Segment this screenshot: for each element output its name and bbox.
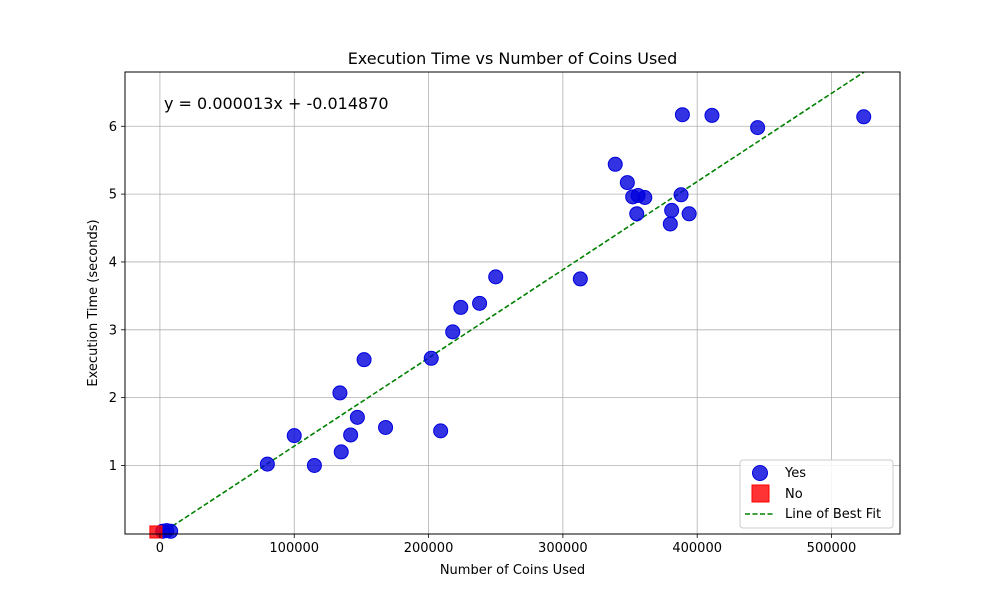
- data-point-yes: [259, 456, 275, 472]
- y-tick-label: 4: [109, 255, 117, 270]
- legend-marker-yes: [752, 465, 768, 481]
- plot-area: [149, 71, 872, 539]
- equation-annotation: y = 0.000013x + -0.014870: [164, 94, 389, 113]
- legend-label-fit-line: Line of Best Fit: [785, 507, 881, 522]
- data-point-yes: [619, 175, 635, 191]
- data-point-yes: [662, 216, 678, 232]
- data-point-yes: [488, 269, 504, 285]
- y-tick-label: 1: [109, 459, 117, 474]
- data-point-yes: [343, 427, 359, 443]
- x-axis-title: Number of Coins Used: [440, 563, 585, 578]
- data-point-yes: [673, 187, 689, 203]
- data-point-yes: [572, 271, 588, 287]
- x-tick-label: 400000: [672, 541, 722, 556]
- data-point-yes: [629, 206, 645, 222]
- x-tick-label: 500000: [807, 541, 857, 556]
- data-point-yes: [750, 120, 766, 136]
- legend-label-yes: Yes: [784, 466, 806, 481]
- data-point-yes: [607, 156, 623, 172]
- data-point-yes: [704, 107, 720, 123]
- y-axis-title: Execution Time (seconds): [86, 219, 101, 386]
- data-point-yes: [445, 324, 461, 340]
- fit-line: [159, 71, 865, 535]
- data-point-yes: [378, 419, 394, 435]
- data-point-yes: [664, 202, 680, 218]
- x-tick-label: 300000: [538, 541, 588, 556]
- data-point-yes: [856, 109, 872, 125]
- x-tick-label: 100000: [269, 541, 319, 556]
- data-point-yes: [681, 206, 697, 222]
- y-tick-label: 5: [109, 188, 117, 203]
- x-tick-label: 0: [156, 541, 164, 556]
- data-point-yes: [333, 444, 349, 460]
- data-point-yes: [306, 457, 322, 473]
- x-tick-label: 200000: [404, 541, 454, 556]
- legend: Yes No Line of Best Fit: [739, 459, 894, 529]
- legend-marker-no: [751, 484, 770, 503]
- y-tick-label: 6: [109, 120, 117, 135]
- plot-frame: [124, 71, 901, 535]
- data-point-yes: [453, 299, 469, 315]
- chart-title: Execution Time vs Number of Coins Used: [348, 49, 678, 68]
- data-point-yes: [423, 350, 439, 366]
- data-point-yes: [163, 523, 179, 539]
- data-point-yes: [286, 428, 302, 444]
- legend-box: [739, 459, 894, 529]
- data-point-yes: [332, 385, 348, 401]
- data-point-no: [149, 525, 163, 539]
- data-point-yes: [674, 107, 690, 123]
- data-point-yes: [349, 409, 365, 425]
- data-point-yes: [356, 352, 372, 368]
- y-tick-label: 3: [109, 323, 117, 338]
- legend-label-no: No: [785, 487, 803, 502]
- data-point-yes: [637, 190, 653, 206]
- data-point-yes: [433, 423, 449, 439]
- axis-ticks: 0 100000 200000 300000 400000 500000 1 2 3 4 5 6: [109, 120, 857, 556]
- data-point-yes: [472, 295, 488, 311]
- y-tick-label: 2: [109, 391, 117, 406]
